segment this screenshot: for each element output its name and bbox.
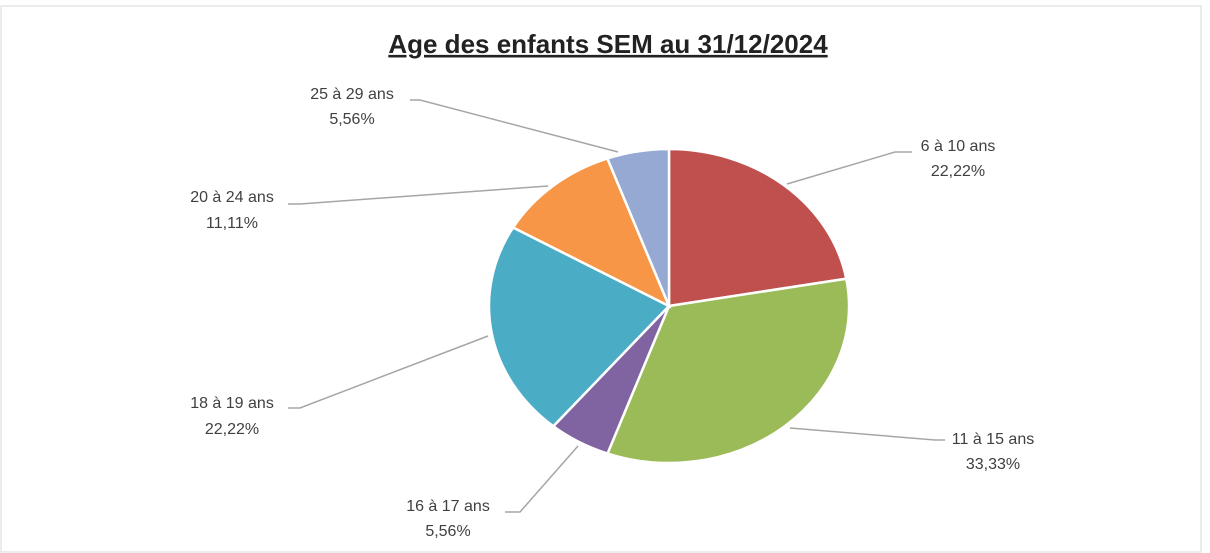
slice-label: 11 à 15 ans [952,431,1034,448]
pie-slice [487,225,672,428]
value-label: 22,22% [931,163,985,180]
value-label: 11,11% [206,215,258,232]
slice-label: 16 à 17 ans [406,498,490,515]
chart-title: Age des enfants SEM au 31/12/2024 [388,29,828,59]
leader-line [786,151,912,185]
slice-label: 18 à 19 ans [190,395,274,412]
value-label: 5,56% [425,523,470,540]
leader-line [505,445,579,513]
leader-line [288,335,489,409]
slice-label: 20 à 24 ans [190,189,274,206]
value-label: 22,22% [205,421,259,438]
pie-slice [605,277,851,465]
slice-label: 6 à 10 ans [921,138,996,155]
value-label: 33,33% [966,456,1020,473]
leader-line [789,427,945,441]
slice-label: 25 à 29 ans [310,86,394,103]
pie-slice [511,156,672,309]
leader-line [410,99,619,153]
pie-slice [605,147,671,307]
leader-line [288,185,549,205]
pie-slice [667,147,848,308]
value-label: 5,56% [329,111,374,128]
